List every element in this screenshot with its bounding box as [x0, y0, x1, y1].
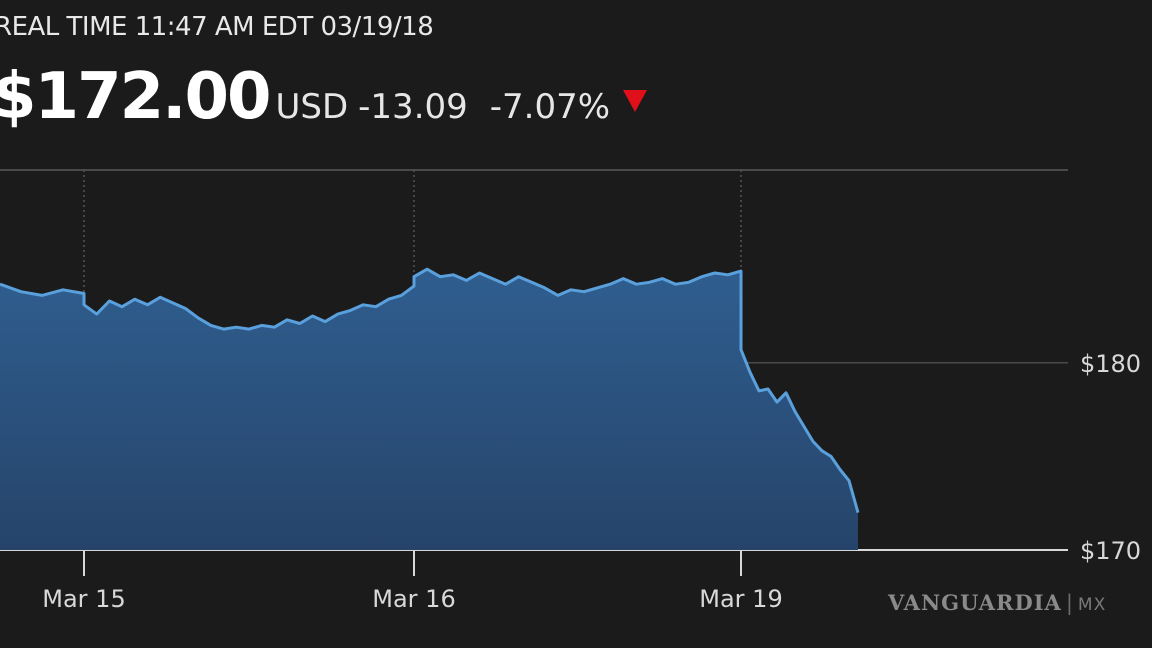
stock-price: $172.00	[0, 60, 271, 134]
x-tick-label: Mar 19	[699, 585, 782, 613]
quote-row: $172.00 USD -13.09 -7.07%	[0, 60, 648, 134]
vanguardia-watermark: VANGUARDIA | MX	[888, 590, 1106, 615]
y-tick-label: $180	[1080, 350, 1141, 378]
price-change-percent: -7.07%	[489, 87, 611, 127]
watermark-brand: VANGUARDIA	[888, 590, 1062, 615]
y-tick-label: $170	[1080, 537, 1141, 565]
currency-label: USD	[275, 87, 349, 127]
watermark-separator: |	[1065, 591, 1074, 615]
x-tick-label: Mar 15	[42, 585, 125, 613]
down-triangle-icon	[623, 90, 648, 112]
price-area-fill	[0, 269, 858, 550]
price-change: -13.09	[358, 87, 468, 127]
x-tick-label: Mar 16	[372, 585, 455, 613]
chart-axes: $180 $170 Mar 15 Mar 16 Mar 19	[42, 350, 1141, 613]
realtime-timestamp: REAL TIME 11:47 AM EDT 03/19/18	[0, 12, 434, 42]
price-line	[0, 267, 860, 514]
watermark-suffix: MX	[1077, 595, 1107, 615]
